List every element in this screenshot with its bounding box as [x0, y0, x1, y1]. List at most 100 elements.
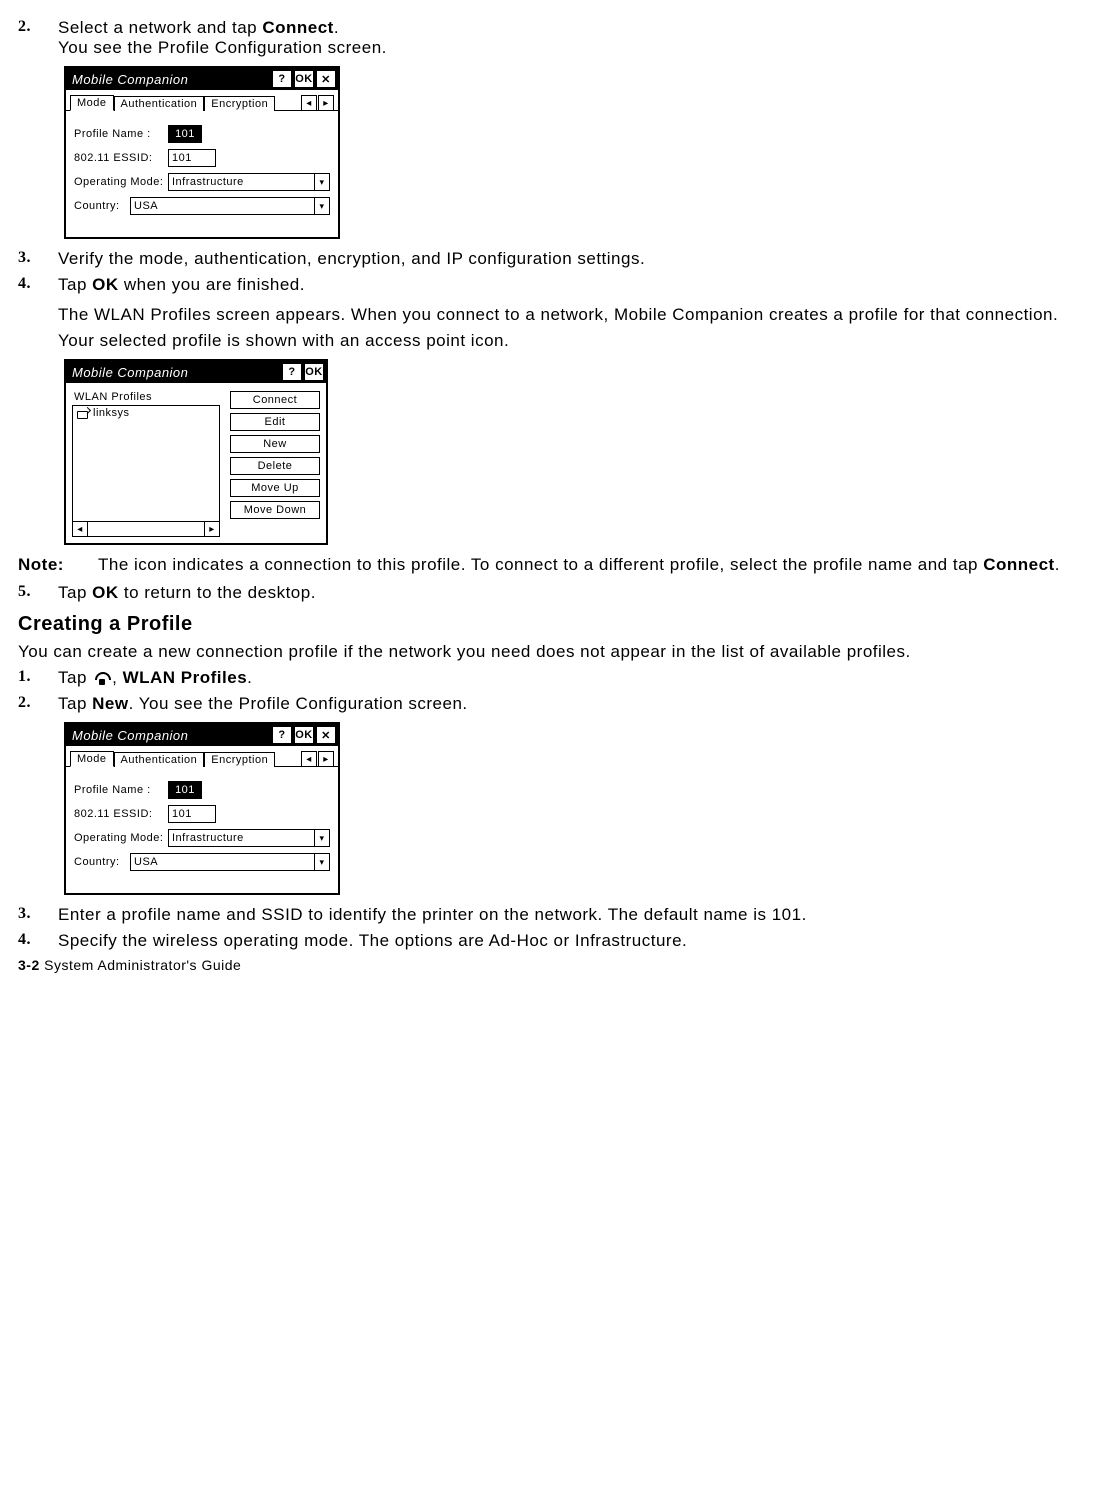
window-titlebar: Mobile Companion ? OK ✕ — [66, 724, 338, 746]
country-select[interactable]: USA ▾ — [130, 853, 330, 871]
essid-input[interactable]: 101 — [168, 805, 216, 823]
country-label: Country: — [74, 856, 130, 868]
tab-scroll-left[interactable]: ◂ — [301, 95, 317, 111]
tab-mode[interactable]: Mode — [70, 95, 114, 111]
signal-icon — [94, 672, 110, 685]
step-number: 3. — [18, 905, 58, 925]
new-button[interactable]: New — [230, 435, 320, 453]
step-number: 4. — [18, 931, 58, 951]
note-label: Note: — [18, 555, 98, 575]
window-titlebar: Mobile Companion ? OK ✕ — [66, 68, 338, 90]
tab-scroll-right[interactable]: ▸ — [318, 751, 334, 767]
ok-button[interactable]: OK — [304, 363, 324, 381]
wlan-para-1: The WLAN Profiles screen appears. When y… — [58, 305, 1077, 325]
ok-button[interactable]: OK — [294, 726, 314, 744]
profile-name-label: Profile Name : — [74, 128, 168, 140]
operating-mode-select[interactable]: Infrastructure ▾ — [168, 173, 330, 191]
ok-button[interactable]: OK — [294, 70, 314, 88]
chevron-down-icon: ▾ — [314, 198, 329, 214]
help-button[interactable]: ? — [272, 726, 292, 744]
help-button[interactable]: ? — [282, 363, 302, 381]
step-5: 5. Tap OK to return to the desktop. — [18, 583, 1077, 603]
operating-mode-select[interactable]: Infrastructure ▾ — [168, 829, 330, 847]
create-intro: You can create a new connection profile … — [18, 642, 1077, 662]
note: Note: The icon indicates a connection to… — [18, 555, 1077, 575]
step-number: 3. — [18, 249, 58, 269]
scroll-left-icon[interactable]: ◂ — [73, 522, 88, 536]
create-step-2: 2. Tap New. You see the Profile Configur… — [18, 694, 1077, 714]
step-body: Tap , WLAN Profiles. — [58, 668, 1077, 688]
step-number: 2. — [18, 18, 58, 58]
chevron-down-icon: ▾ — [314, 174, 329, 190]
create-step-1: 1. Tap , WLAN Profiles. — [18, 668, 1077, 688]
essid-label: 802.11 ESSID: — [74, 152, 168, 164]
step-4: 4. Tap OK when you are finished. The WLA… — [18, 275, 1077, 351]
wlan-profiles-label: WLAN Profiles — [72, 389, 220, 405]
tab-encryption[interactable]: Encryption — [204, 752, 275, 767]
edit-button[interactable]: Edit — [230, 413, 320, 431]
tab-encryption[interactable]: Encryption — [204, 96, 275, 111]
step-body: Verify the mode, authentication, encrypt… — [58, 249, 1077, 269]
essid-label: 802.11 ESSID: — [74, 808, 168, 820]
step-body: Select a network and tap Connect. You se… — [58, 18, 1077, 58]
tab-authentication[interactable]: Authentication — [114, 752, 205, 767]
profiles-list-column: WLAN Profiles linksys ◂ ▸ — [72, 389, 220, 537]
connect-button[interactable]: Connect — [230, 391, 320, 409]
tab-strip: Mode Authentication Encryption ◂ ▸ — [66, 746, 338, 767]
list-item[interactable]: linksys — [73, 406, 219, 420]
close-button[interactable]: ✕ — [316, 70, 336, 88]
tab-scroll-right[interactable]: ▸ — [318, 95, 334, 111]
horizontal-scrollbar[interactable]: ◂ ▸ — [73, 521, 219, 536]
wlan-para-2: Your selected profile is shown with an a… — [58, 331, 1077, 351]
window-body: Profile Name : 101 802.11 ESSID: 101 Ope… — [66, 767, 338, 893]
profile-name-input[interactable]: 101 — [168, 125, 202, 143]
operating-mode-label: Operating Mode: — [74, 832, 168, 844]
step-body: Tap OK to return to the desktop. — [58, 583, 1077, 603]
tab-mode[interactable]: Mode — [70, 751, 114, 767]
step-body: Specify the wireless operating mode. The… — [58, 931, 1077, 951]
window-title: Mobile Companion — [72, 728, 270, 743]
essid-input[interactable]: 101 — [168, 149, 216, 167]
profiles-buttons-column: Connect Edit New Delete Move Up Move Dow… — [230, 389, 320, 537]
help-button[interactable]: ? — [272, 70, 292, 88]
move-up-button[interactable]: Move Up — [230, 479, 320, 497]
window-body: Profile Name : 101 802.11 ESSID: 101 Ope… — [66, 111, 338, 237]
step-number: 1. — [18, 668, 58, 688]
step-number: 5. — [18, 583, 58, 603]
profiles-body: WLAN Profiles linksys ◂ ▸ Connect Edit N… — [66, 383, 326, 543]
bottom-step-3: 3. Enter a profile name and SSID to iden… — [18, 905, 1077, 925]
window-title: Mobile Companion — [72, 72, 270, 87]
step-body: Tap New. You see the Profile Configurati… — [58, 694, 1077, 714]
mobile-companion-window-1: Mobile Companion ? OK ✕ Mode Authenticat… — [64, 66, 340, 239]
page-footer: 3-2 System Administrator's Guide — [18, 957, 1077, 973]
step-number: 4. — [18, 275, 58, 351]
step-body: Enter a profile name and SSID to identif… — [58, 905, 1077, 925]
profile-name-label: Profile Name : — [74, 784, 168, 796]
bottom-step-4: 4. Specify the wireless operating mode. … — [18, 931, 1077, 951]
step-2: 2. Select a network and tap Connect. You… — [18, 18, 1077, 58]
delete-button[interactable]: Delete — [230, 457, 320, 475]
step-body: Tap OK when you are finished. The WLAN P… — [58, 275, 1077, 351]
tab-strip: Mode Authentication Encryption ◂ ▸ — [66, 90, 338, 111]
tab-scroll-left[interactable]: ◂ — [301, 751, 317, 767]
step-3: 3. Verify the mode, authentication, encr… — [18, 249, 1077, 269]
tab-authentication[interactable]: Authentication — [114, 96, 205, 111]
move-down-button[interactable]: Move Down — [230, 501, 320, 519]
window-titlebar: Mobile Companion ? OK — [66, 361, 326, 383]
profile-name-input[interactable]: 101 — [168, 781, 202, 799]
mobile-companion-window-2: Mobile Companion ? OK ✕ Mode Authenticat… — [64, 722, 340, 895]
country-select[interactable]: USA ▾ — [130, 197, 330, 215]
step-number: 2. — [18, 694, 58, 714]
creating-profile-heading: Creating a Profile — [18, 613, 1077, 636]
scroll-right-icon[interactable]: ▸ — [204, 522, 219, 536]
profiles-list[interactable]: linksys ◂ ▸ — [72, 405, 220, 537]
operating-mode-label: Operating Mode: — [74, 176, 168, 188]
window-title: Mobile Companion — [72, 365, 280, 380]
chevron-down-icon: ▾ — [314, 830, 329, 846]
chevron-down-icon: ▾ — [314, 854, 329, 870]
mobile-companion-window-profiles: Mobile Companion ? OK WLAN Profiles link… — [64, 359, 328, 545]
access-point-icon — [77, 409, 90, 418]
close-button[interactable]: ✕ — [316, 726, 336, 744]
note-text: The icon indicates a connection to this … — [98, 555, 1060, 575]
country-label: Country: — [74, 200, 130, 212]
